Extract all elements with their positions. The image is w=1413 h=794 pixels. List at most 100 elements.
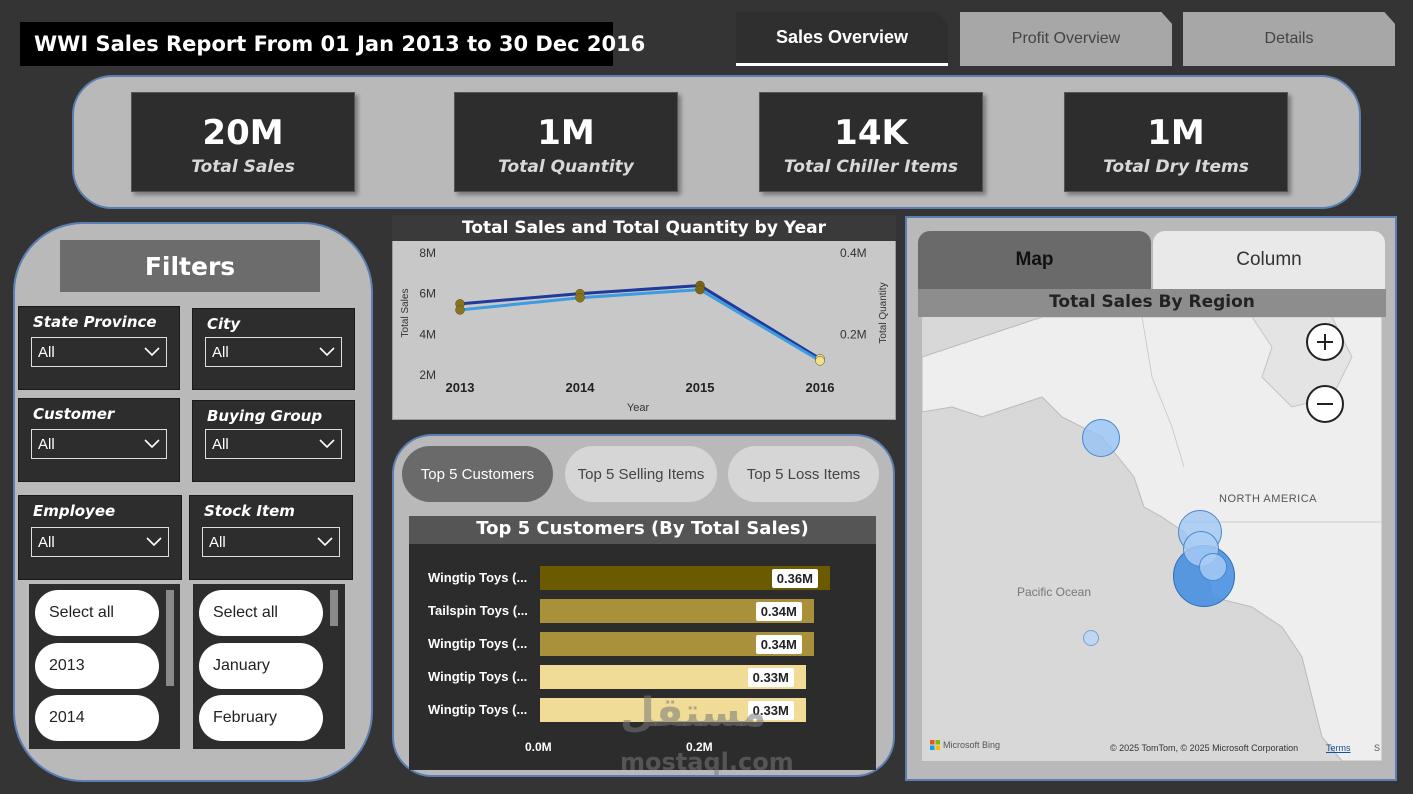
year-list-slicer: Select all 2013 2014 [29, 584, 180, 749]
x-tick-label: 2013 [446, 380, 475, 395]
slicer-state-province: State Province All [18, 306, 180, 390]
slicer-label: Stock Item [204, 502, 295, 520]
line-chart-card [392, 215, 896, 420]
y-tick-label: 8M [419, 246, 436, 260]
bar-chart-title: Top 5 Customers (By Total Sales) [409, 516, 876, 544]
year-option-2013[interactable]: 2013 [35, 643, 159, 689]
state-province-dropdown[interactable]: All [31, 337, 167, 367]
y2-axis-label: Total Quantity [878, 282, 889, 343]
kpi-card-total-dry-items: 1M Total Dry Items [1064, 92, 1288, 192]
stock-item-dropdown[interactable]: All [202, 527, 340, 557]
chevron-down-icon [317, 537, 333, 547]
kpi-value: 1M [1147, 113, 1205, 153]
top-5-selling-items-button[interactable]: Top 5 Selling Items [565, 446, 717, 502]
map-canvas[interactable]: NORTH AMERICA Pacific Ocean Microsoft Bi… [922, 317, 1382, 761]
tab-profit-overview[interactable]: Profit Overview [960, 12, 1172, 66]
minus-icon [1317, 403, 1333, 405]
map-button[interactable]: Map [918, 231, 1151, 289]
month-option-select-all[interactable]: Select all [199, 590, 323, 636]
slicer-stock-item: Stock Item All [189, 495, 353, 580]
chevron-down-icon [319, 439, 335, 449]
continent-label: NORTH AMERICA [1219, 493, 1317, 505]
month-option-january[interactable]: January [199, 643, 323, 689]
series-point [815, 356, 825, 366]
slicer-label: Customer [33, 405, 115, 423]
slicer-label: State Province [33, 313, 157, 331]
month-list-scrollbar[interactable] [330, 590, 338, 626]
y-tick-label: 2M [419, 368, 436, 382]
bar-value-label: 0.34M [755, 635, 802, 654]
zoom-out-button[interactable] [1306, 385, 1344, 423]
tab-details[interactable]: Details [1183, 12, 1395, 66]
line-chart-title: Total Sales and Total Quantity by Year [392, 215, 896, 241]
region-bubble[interactable] [1082, 419, 1120, 457]
chevron-down-icon [319, 347, 335, 357]
terms-link[interactable]: Terms [1326, 743, 1351, 753]
year-list-scrollbar[interactable] [166, 590, 174, 686]
region-bubble[interactable] [1083, 630, 1099, 646]
employee-dropdown[interactable]: All [31, 527, 169, 557]
x-tick-label: 0.2M [686, 740, 713, 754]
microsoft-logo-icon [930, 740, 940, 750]
x-tick-label: 2015 [686, 380, 715, 395]
buying-group-dropdown[interactable]: All [205, 429, 342, 459]
chevron-down-icon [144, 439, 160, 449]
kpi-label: Total Dry Items [1103, 157, 1249, 177]
kpi-value: 20M [202, 113, 284, 153]
slicer-buying-group: Buying Group All [192, 400, 355, 482]
slicer-label: City [207, 315, 241, 333]
y-axis-label: Total Sales [400, 289, 411, 338]
chevron-down-icon [146, 537, 162, 547]
bar-category-label: Wingtip Toys (... [428, 669, 528, 684]
x-tick-label: 2016 [806, 380, 835, 395]
bar-value-label: 0.33M [747, 668, 794, 687]
y2-tick-label: 0.2M [840, 327, 867, 341]
tab-sales-overview[interactable]: Sales Overview [736, 12, 948, 66]
top-5-customers-button[interactable]: Top 5 Customers [402, 446, 553, 502]
bar-category-label: Wingtip Toys (... [428, 702, 528, 717]
kpi-value: 1M [537, 113, 595, 153]
slicer-city: City All [192, 308, 355, 390]
filters-title: Filters [60, 240, 320, 292]
y-tick-label: 4M [419, 327, 436, 341]
top-5-loss-items-button[interactable]: Top 5 Loss Items [728, 446, 879, 502]
chevron-down-icon [144, 347, 160, 357]
column-button[interactable]: Column [1153, 231, 1385, 289]
customer-dropdown[interactable]: All [31, 429, 167, 459]
zoom-in-button[interactable] [1306, 323, 1344, 361]
report-title: WWI Sales Report From 01 Jan 2013 to 30 … [20, 22, 645, 66]
bar-value-label: 0.33M [747, 701, 794, 720]
slicer-label: Buying Group [207, 407, 323, 425]
year-option-select-all[interactable]: Select all [35, 590, 159, 636]
map-copyright: © 2025 TomTom, © 2025 Microsoft Corporat… [1110, 743, 1299, 753]
map-land-shapes [922, 317, 1382, 761]
city-dropdown[interactable]: All [205, 337, 342, 367]
kpi-value: 14K [834, 113, 908, 153]
series-line-2 [459, 288, 821, 363]
series-point [455, 305, 465, 315]
month-option-february[interactable]: February [199, 695, 323, 741]
series-point [695, 284, 705, 295]
bing-logo: Microsoft Bing [930, 740, 1000, 750]
bar-category-label: Wingtip Toys (... [428, 570, 528, 585]
kpi-label: Total Sales [191, 157, 295, 177]
kpi-card-total-sales: 20M Total Sales [131, 92, 355, 192]
watermark-latin: mostaql.com [620, 748, 794, 776]
series-point [575, 292, 585, 303]
slicer-customer: Customer All [18, 398, 180, 482]
y-tick-label: 6M [419, 287, 436, 301]
bing-text: Microsoft Bing [943, 740, 1001, 750]
plus-icon [1317, 334, 1333, 350]
x-axis-label: Year [627, 402, 650, 414]
year-option-2014[interactable]: 2014 [35, 695, 159, 741]
bar-chart: Wingtip Toys (... 0.36M Tailspin Toys (...… [409, 544, 876, 770]
region-bubble[interactable] [1199, 553, 1227, 581]
bar-category-label: Wingtip Toys (... [428, 636, 528, 651]
kpi-card-total-quantity: 1M Total Quantity [454, 92, 678, 192]
x-tick-label: 2014 [566, 380, 596, 395]
bar-value-label: 0.36M [771, 569, 818, 588]
kpi-card-total-chiller-items: 14K Total Chiller Items [759, 92, 983, 192]
slicer-label: Employee [33, 502, 116, 520]
kpi-label: Total Quantity [498, 157, 634, 177]
month-list-slicer: Select all January February [193, 584, 345, 749]
